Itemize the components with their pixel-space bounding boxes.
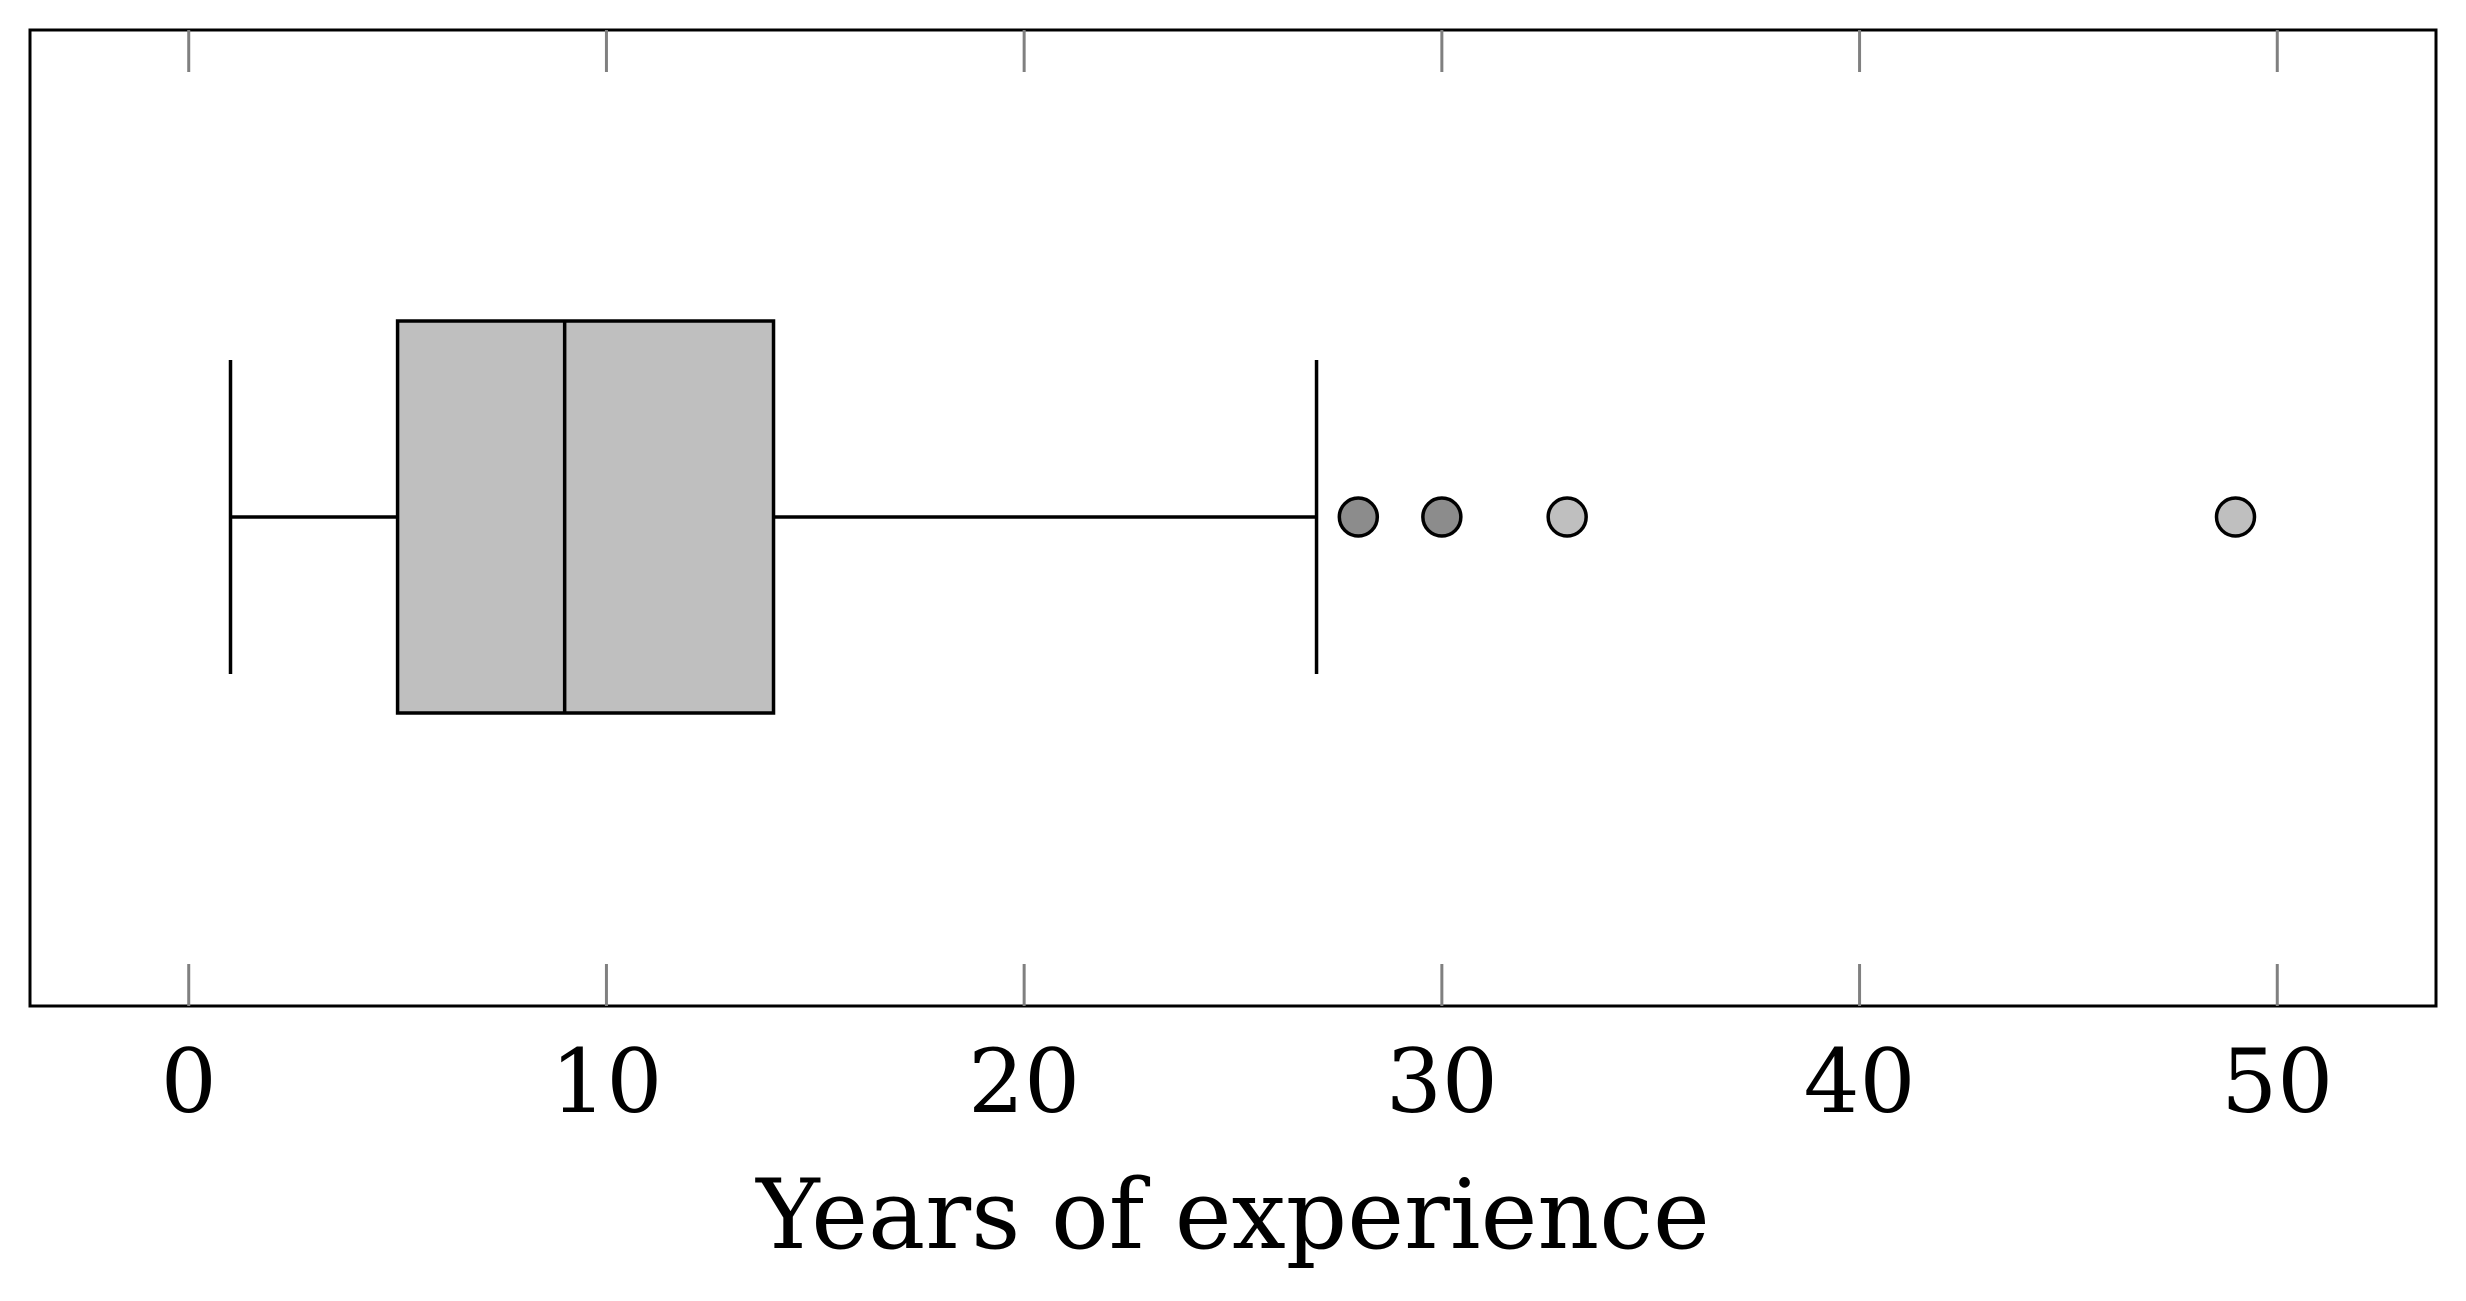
x-tick-label: 0 <box>161 1030 217 1133</box>
x-tick-label: 40 <box>1804 1030 1916 1133</box>
outlier-point <box>1337 496 1380 538</box>
x-tick-label: 50 <box>2221 1030 2333 1133</box>
iqr-box <box>395 319 776 715</box>
x-axis-label: Years of experience <box>754 1159 1710 1271</box>
outlier-point <box>1421 496 1463 538</box>
plot-frame <box>28 28 2438 1008</box>
x-tick-label: 20 <box>968 1030 1080 1133</box>
x-ticks <box>187 30 2279 1006</box>
box-plot <box>228 319 1319 715</box>
x-tick-label: 30 <box>1386 1030 1498 1133</box>
x-tick-labels: 0 10 20 30 40 50 <box>161 1030 2334 1133</box>
outliers <box>1337 496 2257 538</box>
outlier-point <box>2214 496 2257 538</box>
outlier-point <box>1546 496 1588 538</box>
x-tick-label: 10 <box>550 1030 662 1133</box>
